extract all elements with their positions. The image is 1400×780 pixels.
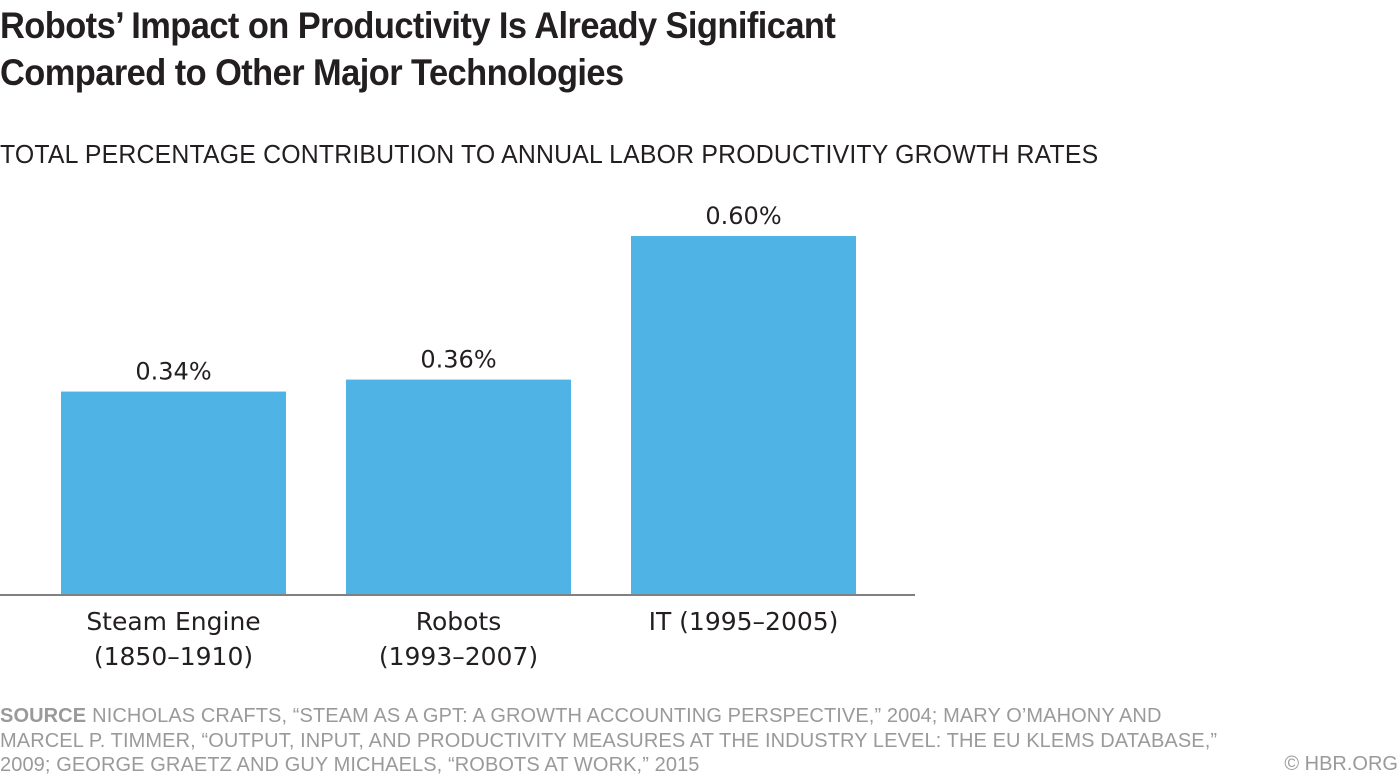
category-labels-group: Steam Engine (1850–1910) Robots (1993–2007)…: [86, 607, 838, 671]
bar-2: [631, 236, 856, 595]
category-label-1-line-1: (1993–2007): [379, 642, 538, 671]
copyright: © HBR.ORG: [1284, 753, 1398, 775]
category-label-1-line-0: Robots: [416, 607, 502, 636]
value-label-1: 0.36%: [420, 346, 496, 374]
value-labels-group: 0.34% 0.36% 0.60%: [135, 202, 781, 386]
source-key: SOURCE: [0, 705, 87, 727]
bar-1: [346, 379, 571, 595]
value-label-0: 0.34%: [135, 358, 211, 386]
chart-title-line2: Compared to Other Major Technologies: [0, 52, 624, 93]
category-label-0-line-1: (1850–1910): [94, 642, 253, 671]
chart-title: Robots’ Impact on Productivity Is Alread…: [0, 2, 836, 96]
value-label-2: 0.60%: [705, 202, 781, 230]
chart-subtitle: TOTAL PERCENTAGE CONTRIBUTION TO ANNUAL …: [0, 139, 1099, 169]
chart-title-line1: Robots’ Impact on Productivity Is Alread…: [0, 5, 836, 46]
category-label-2-line-0: IT (1995–2005): [649, 607, 839, 636]
source-note: SOURCE NICHOLAS CRAFTS, “STEAM AS A GPT: …: [0, 704, 1250, 778]
bars-group: [61, 236, 856, 595]
bar-0: [61, 391, 286, 595]
source-text: NICHOLAS CRAFTS, “STEAM AS A GPT: A GROW…: [0, 705, 1218, 776]
category-label-0-line-0: Steam Engine: [86, 607, 260, 636]
bar-chart: 0.34% 0.36% 0.60% Steam Engine (1850–1910) R…: [0, 202, 915, 671]
